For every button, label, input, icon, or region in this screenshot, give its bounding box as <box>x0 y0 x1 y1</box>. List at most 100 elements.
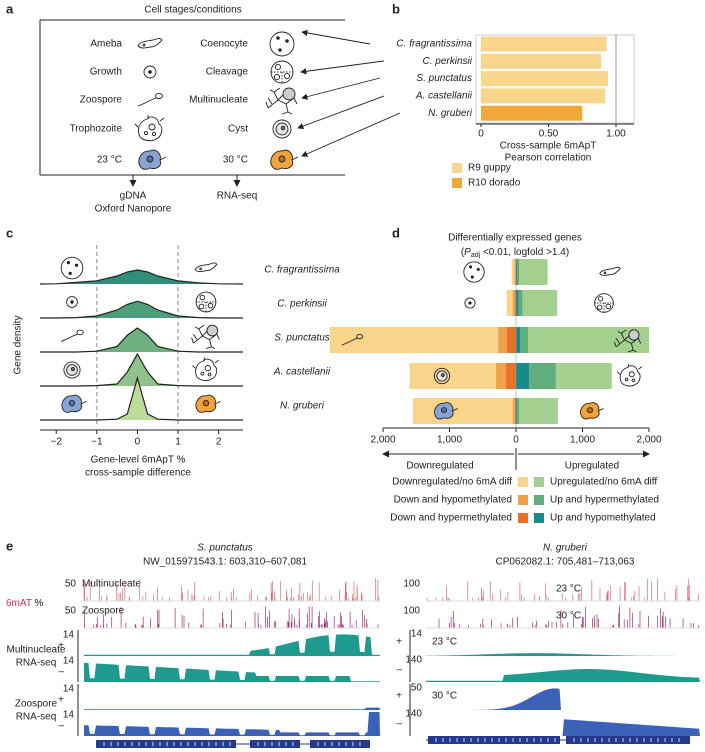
icon-part <box>603 271 607 275</box>
icon-part <box>148 70 152 74</box>
icon-part <box>464 297 476 309</box>
legend-swatch <box>518 477 528 487</box>
density-fill <box>40 270 243 284</box>
legend-label: Up and hypermethylated <box>550 495 659 506</box>
cell-icon <box>191 324 220 350</box>
density-fill <box>40 354 243 386</box>
icon-part <box>605 303 611 310</box>
cell-icon <box>269 31 295 57</box>
track-max: 100 <box>403 606 420 617</box>
icon-part <box>273 73 281 81</box>
icon-part <box>631 378 636 383</box>
icon-part <box>463 261 485 283</box>
bar-segment <box>516 259 519 285</box>
icon-part <box>202 399 210 407</box>
cell-icon <box>613 329 642 353</box>
legend-swatch <box>534 513 544 523</box>
gene-model <box>566 736 690 744</box>
legend-label: Upregulated/no 6mA diff <box>550 477 657 488</box>
icon-part <box>274 63 282 71</box>
cell-icon <box>63 361 81 379</box>
cell-icon <box>579 402 604 420</box>
bar <box>481 71 608 87</box>
icon-part <box>198 303 205 310</box>
track-max: 140 <box>405 709 422 720</box>
bar-segment <box>511 259 515 285</box>
cell-icon <box>464 297 476 309</box>
bar-segment <box>506 290 513 316</box>
methylation-track <box>83 578 380 601</box>
category-label: C. fragrantissima <box>264 265 340 276</box>
x-tick-label: −1 <box>91 437 103 448</box>
track-label: RNA-seq <box>16 712 57 723</box>
bar-segment <box>518 290 523 316</box>
x-tick-label: 1,000 <box>437 435 462 446</box>
stage-label: Trophozoite <box>70 124 123 135</box>
icon-part <box>199 294 206 301</box>
cell-icon <box>195 291 217 313</box>
subtitle-part: adj <box>471 252 481 259</box>
legend-label: R9 guppy <box>468 163 511 174</box>
coverage-track <box>84 707 380 710</box>
bar-segment <box>412 398 513 424</box>
density-line <box>40 375 243 421</box>
strand-label: + <box>58 695 64 706</box>
panel-a-frame <box>39 19 345 187</box>
bar-segment <box>515 259 516 285</box>
panel-label: a <box>6 1 14 16</box>
cell-icon <box>341 333 364 346</box>
x-tick-label: 2,000 <box>636 435 661 446</box>
icon-part <box>356 333 364 340</box>
legend-swatch <box>534 495 544 505</box>
icon-part <box>134 115 165 142</box>
bar-segment <box>506 363 516 389</box>
x-tick-label: 2,000 <box>370 435 395 446</box>
track-label: 30 °C <box>556 611 581 622</box>
cell-icon <box>265 87 298 115</box>
icon-part <box>278 155 286 163</box>
output-label: Oxford Nanopore <box>95 204 172 215</box>
legend-label: Downregulated/no 6mA diff <box>392 477 512 488</box>
coverage-track <box>426 688 700 710</box>
icon-part <box>68 399 76 407</box>
methylation-track <box>426 578 699 601</box>
icon-part <box>66 296 78 308</box>
cell-icon <box>272 119 292 139</box>
icon-part <box>191 324 220 350</box>
track-max: 50 <box>411 683 423 694</box>
bar-segment <box>516 259 517 285</box>
density-fill <box>40 378 243 420</box>
x-tick-label: −2 <box>51 437 63 448</box>
strand-label: – <box>58 667 64 678</box>
track-max: 140 <box>405 655 422 666</box>
region-label: CP062082.1: 705,481–713,063 <box>495 557 634 568</box>
icon-part <box>143 130 149 136</box>
x-tick-label: 2 <box>216 437 222 448</box>
track-max: 14 <box>63 656 75 667</box>
bar <box>481 53 602 69</box>
icon-part <box>628 329 640 341</box>
region-label: NW_015971543.1: 603,310–607,081 <box>143 557 307 568</box>
bar-segment <box>329 327 499 353</box>
coverage-track <box>426 653 700 656</box>
x-tick-label: 1,000 <box>570 435 595 446</box>
track-max: 50 <box>65 579 77 590</box>
category-label: S. punctatus <box>274 333 330 344</box>
bar-segment <box>506 327 516 353</box>
icon-part <box>194 262 218 273</box>
icon-part <box>452 408 458 412</box>
track-max: 50 <box>65 606 77 617</box>
cell-icon <box>143 65 157 79</box>
strand-label: + <box>396 691 402 702</box>
stage-label: 30 °C <box>223 155 248 166</box>
legend-label: Down and hypomethylated <box>394 495 512 506</box>
category-label: C. perkinsii <box>277 299 327 310</box>
stage-label: 23 °C <box>97 155 122 166</box>
panel-label: c <box>6 225 13 240</box>
species-label: S. punctatus <box>197 543 253 554</box>
icon-part <box>148 123 156 131</box>
icon-part <box>142 43 146 47</box>
icon-part <box>599 266 621 276</box>
icon-part <box>151 131 157 137</box>
gene-model <box>96 740 236 748</box>
